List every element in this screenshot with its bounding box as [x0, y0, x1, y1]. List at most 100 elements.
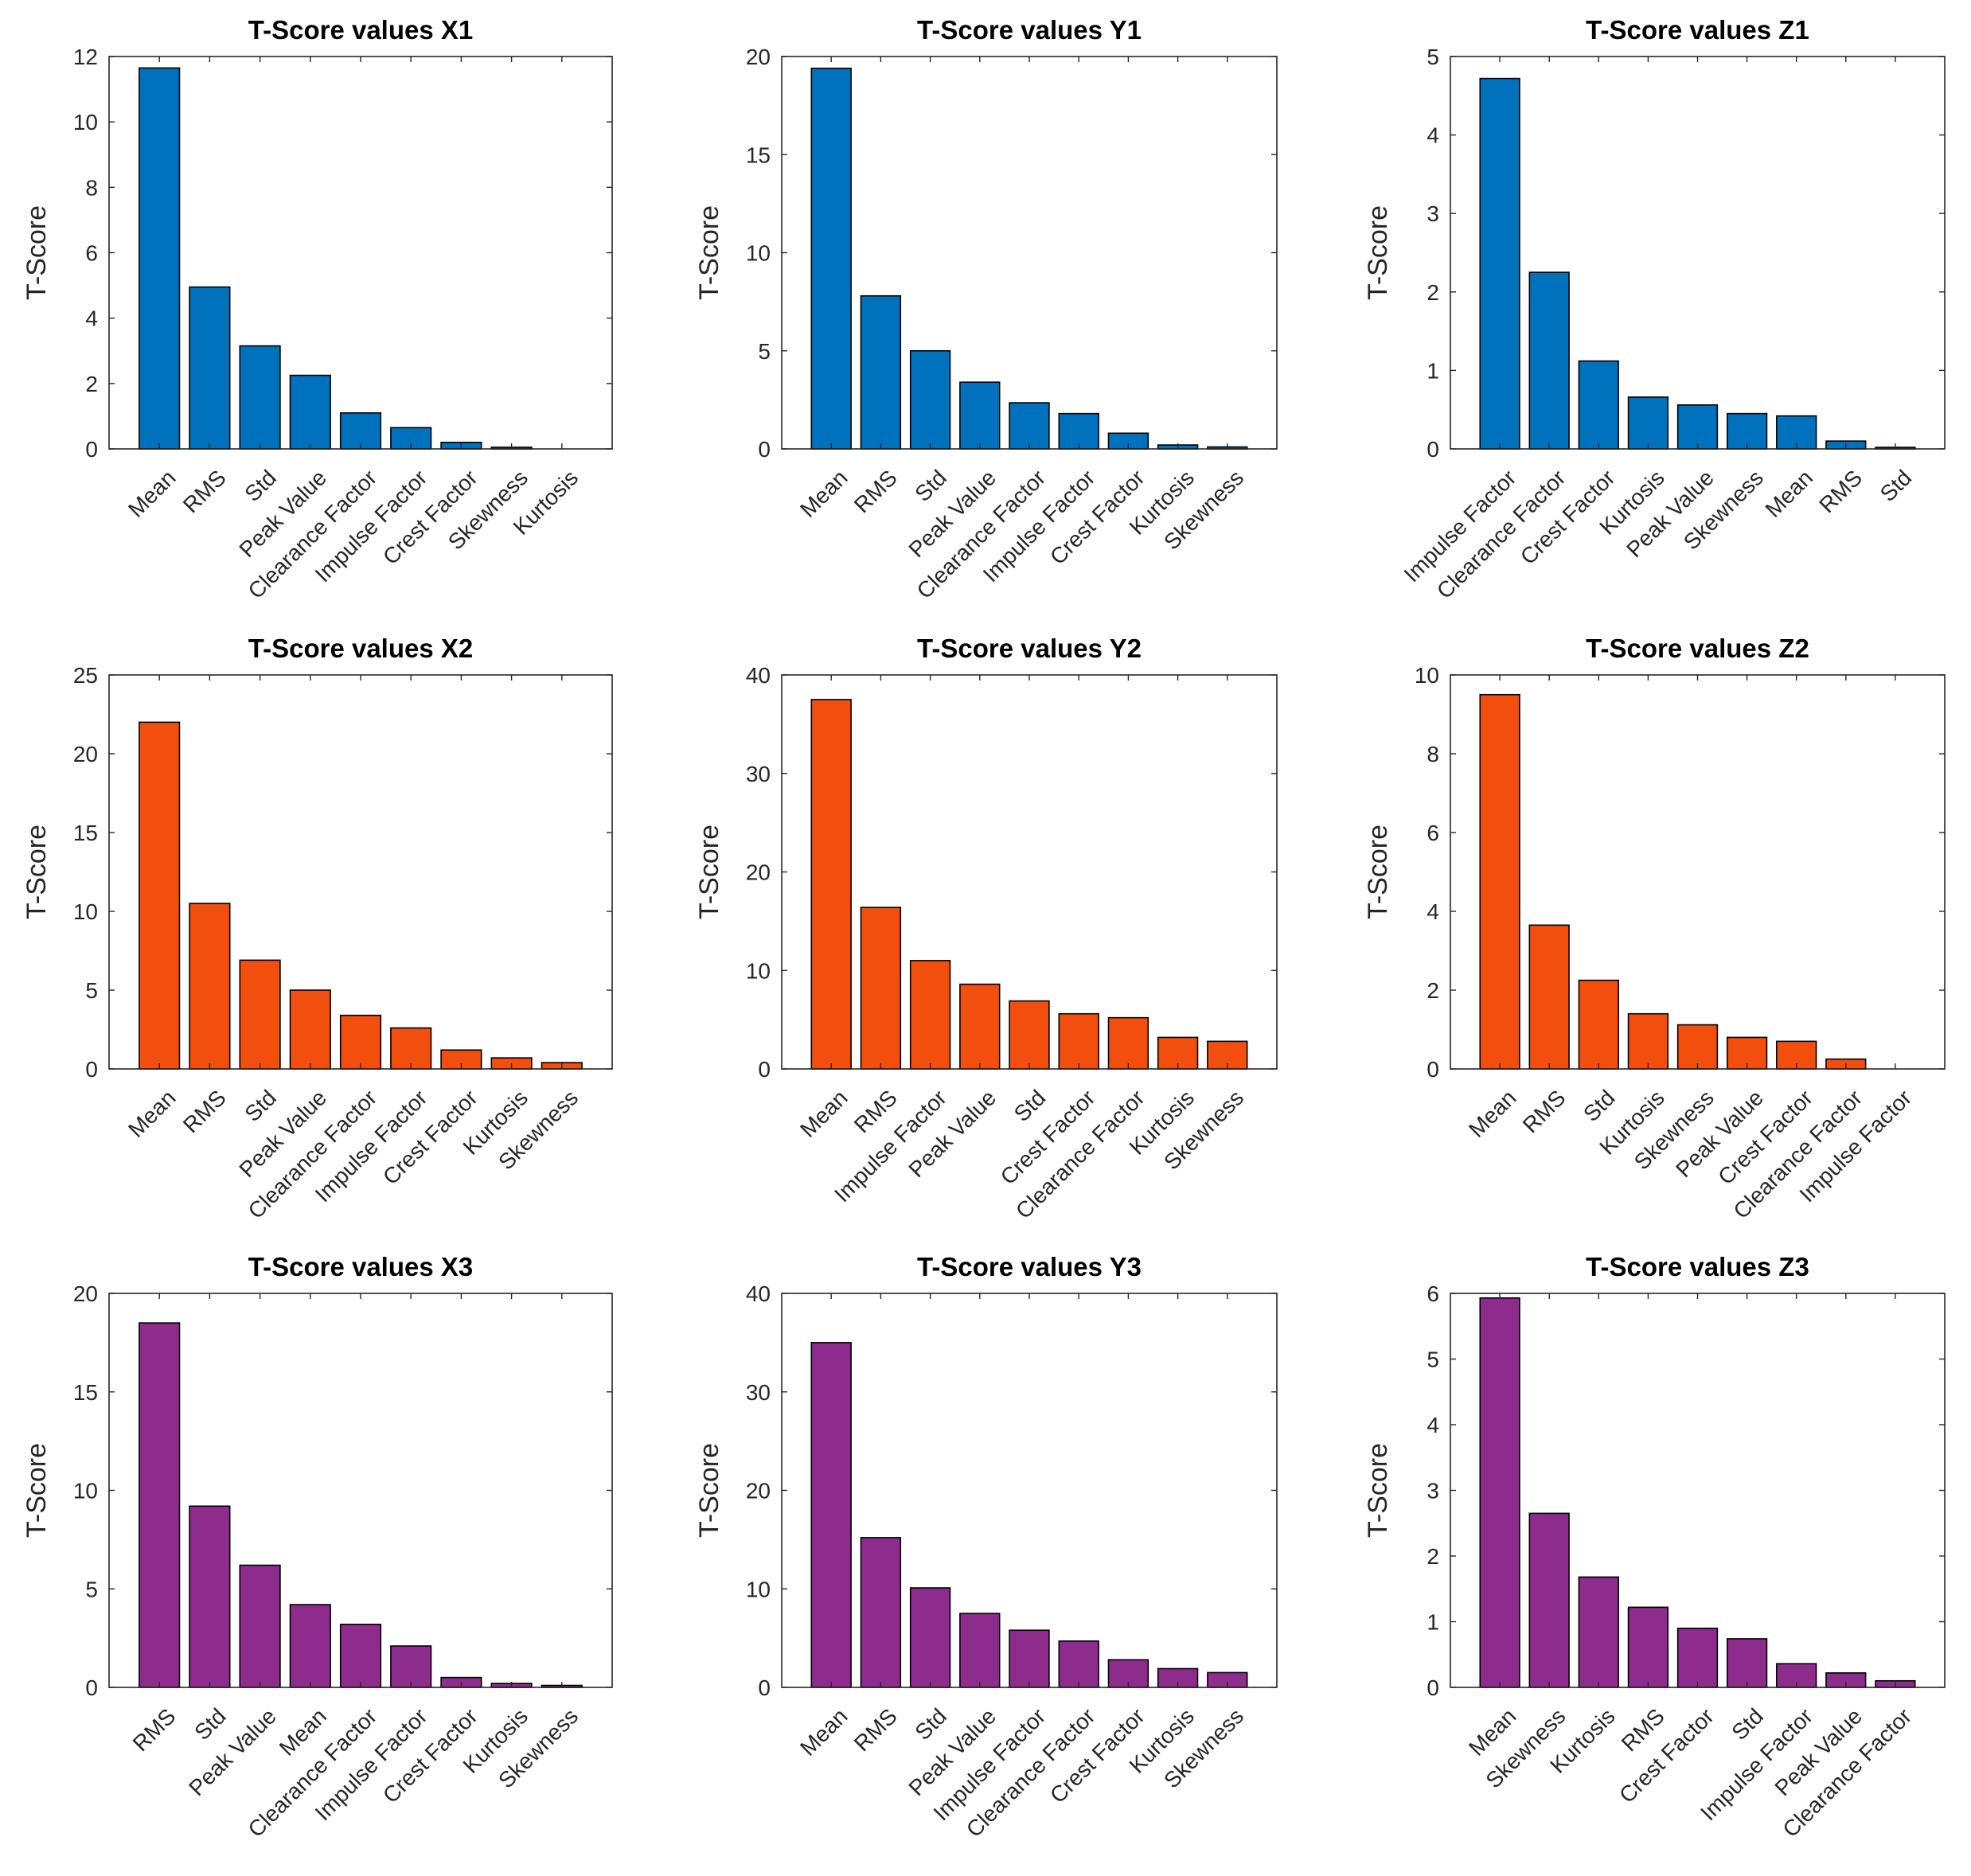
- chart-title: T-Score values Z2: [1586, 634, 1809, 663]
- y-tick-label: 5: [1427, 1348, 1439, 1372]
- bar-impulse-factor: [390, 1027, 432, 1070]
- y-tick-label: 0: [1427, 1057, 1439, 1082]
- bar-peak-value: [959, 1613, 1001, 1688]
- chart-title: T-Score values Y3: [917, 1252, 1142, 1281]
- y-tick-label: 4: [1427, 899, 1439, 924]
- bar-std: [909, 1587, 951, 1688]
- bar-peak-value: [239, 1564, 281, 1688]
- y-tick-label: 3: [1427, 201, 1439, 226]
- bar-std: [239, 959, 281, 1070]
- y-tick-label: 10: [73, 899, 98, 924]
- y-tick-label: 5: [85, 978, 98, 1003]
- bar-kurtosis: [1627, 1012, 1669, 1070]
- bar-impulse-factor: [390, 1645, 432, 1688]
- y-tick-label: 5: [85, 1577, 98, 1601]
- bar-clearance-factor: [339, 1014, 382, 1070]
- bar-std: [1009, 1000, 1050, 1070]
- bar-kurtosis: [1578, 1576, 1619, 1688]
- bar-rms: [139, 1322, 181, 1688]
- bar-rms: [860, 1537, 902, 1688]
- y-tick-label: 0: [85, 1057, 98, 1082]
- y-tick-label: 10: [746, 1577, 771, 1601]
- y-tick-label: 4: [85, 306, 98, 331]
- chart-title: T-Score values Y1: [917, 15, 1142, 45]
- bar-crest-factor: [1058, 1012, 1099, 1070]
- y-axis-label: T-Score: [21, 1443, 52, 1538]
- y-axis-label: T-Score: [21, 825, 52, 919]
- bar-mean: [810, 699, 852, 1070]
- bar-std: [189, 1505, 231, 1688]
- y-tick-label: 15: [746, 142, 771, 167]
- y-tick-label: 2: [85, 372, 98, 396]
- y-tick-label: 20: [746, 860, 771, 885]
- y-tick-label: 2: [1427, 978, 1439, 1003]
- chart-title: T-Score values X2: [248, 634, 473, 663]
- y-tick-label: 10: [73, 1479, 98, 1504]
- bar-rms: [1627, 1606, 1669, 1688]
- y-tick-label: 6: [85, 241, 98, 266]
- y-tick-label: 40: [746, 1281, 771, 1306]
- y-tick-label: 10: [1415, 663, 1439, 688]
- bar-rms: [189, 286, 231, 450]
- bar-clearance-factor: [1058, 1640, 1099, 1688]
- bar-crest-factor: [1578, 360, 1619, 450]
- y-tick-label: 0: [758, 1057, 771, 1082]
- bar-skewness: [1726, 412, 1768, 450]
- y-tick-label: 0: [758, 437, 771, 462]
- y-tick-label: 0: [85, 437, 98, 462]
- y-tick-label: 30: [746, 762, 771, 786]
- y-tick-label: 15: [73, 1380, 98, 1405]
- y-tick-label: 4: [1427, 1413, 1439, 1437]
- bar-peak-value: [1676, 404, 1719, 450]
- bar-peak-value: [289, 374, 331, 450]
- chart-title: T-Score values Z3: [1586, 1252, 1809, 1281]
- y-axis-label: T-Score: [1363, 825, 1393, 919]
- y-tick-label: 10: [746, 958, 771, 983]
- y-tick-label: 0: [758, 1675, 771, 1700]
- bar-skewness: [1528, 1512, 1570, 1688]
- y-axis-label: T-Score: [1363, 1443, 1393, 1538]
- y-tick-label: 20: [746, 1479, 771, 1504]
- bar-rms: [860, 294, 902, 450]
- bar-peak-value: [959, 983, 1001, 1070]
- y-tick-label: 12: [73, 45, 98, 69]
- y-tick-label: 30: [746, 1380, 771, 1405]
- bar-mean: [810, 67, 852, 450]
- bar-crest-factor: [1676, 1627, 1719, 1688]
- y-tick-label: 20: [73, 742, 98, 766]
- y-tick-label: 0: [85, 1675, 98, 1700]
- y-tick-label: 2: [1427, 280, 1439, 305]
- bar-mean: [1479, 1297, 1520, 1688]
- bar-mean: [139, 721, 181, 1070]
- y-axis-label: T-Score: [694, 825, 724, 919]
- bar-impulse-factor: [1009, 1629, 1050, 1688]
- bar-rms: [1528, 924, 1570, 1070]
- y-axis-label: T-Score: [1363, 205, 1393, 300]
- bar-clearance-factor: [339, 412, 382, 450]
- bar-rms: [860, 907, 902, 1070]
- y-tick-label: 4: [1427, 123, 1439, 148]
- y-tick-label: 15: [73, 821, 98, 845]
- y-tick-label: 1: [1427, 1610, 1439, 1635]
- y-tick-label: 10: [746, 241, 771, 266]
- y-axis-label: T-Score: [694, 1443, 724, 1538]
- bar-clearance-factor: [1009, 402, 1050, 450]
- bar-rms: [189, 903, 231, 1070]
- bar-std: [1578, 979, 1619, 1070]
- bar-mean: [139, 67, 181, 450]
- bar-impulse-factor: [1479, 77, 1520, 450]
- bar-clearance-factor: [1107, 1016, 1149, 1070]
- y-tick-label: 8: [1427, 742, 1439, 766]
- y-tick-label: 1: [1427, 358, 1439, 383]
- y-tick-label: 6: [1427, 821, 1439, 845]
- y-tick-label: 20: [746, 45, 771, 69]
- y-tick-label: 0: [1427, 1675, 1439, 1700]
- bar-peak-value: [289, 989, 331, 1070]
- chart-title: T-Score values X1: [248, 15, 473, 45]
- bar-skewness: [1676, 1024, 1719, 1070]
- y-tick-label: 40: [746, 663, 771, 688]
- y-tick-label: 5: [758, 339, 771, 364]
- bar-peak-value: [959, 381, 1001, 450]
